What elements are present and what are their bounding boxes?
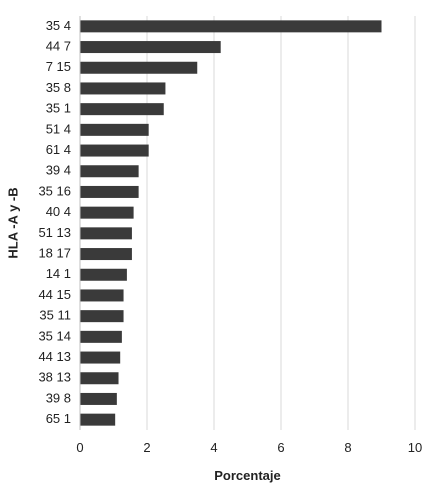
category-label: 51 13 — [38, 225, 71, 240]
category-label: 51 4 — [46, 121, 71, 136]
category-label: 38 13 — [38, 370, 71, 385]
bar — [80, 165, 139, 178]
bar — [80, 20, 382, 33]
bar — [80, 82, 166, 95]
category-label: 65 1 — [46, 411, 71, 426]
category-label: 14 1 — [46, 266, 71, 281]
x-tick-label: 10 — [408, 440, 422, 455]
bars — [80, 20, 382, 426]
bar — [80, 103, 164, 116]
category-label: 35 1 — [46, 101, 71, 116]
category-label: 44 7 — [46, 38, 71, 53]
bar — [80, 248, 132, 261]
bar — [80, 144, 149, 157]
x-tick-label: 0 — [76, 440, 83, 455]
category-label: 39 4 — [46, 163, 71, 178]
category-label: 35 16 — [38, 183, 71, 198]
bar — [80, 310, 124, 323]
bar — [80, 413, 116, 426]
category-label: 44 15 — [38, 287, 71, 302]
bar — [80, 268, 127, 281]
x-tick-label: 4 — [210, 440, 217, 455]
bar — [80, 61, 198, 74]
x-tick-label: 8 — [344, 440, 351, 455]
category-label: 7 15 — [46, 59, 71, 74]
bar — [80, 330, 122, 343]
category-label: 39 8 — [46, 390, 71, 405]
bar — [80, 206, 134, 219]
category-label: 35 4 — [46, 18, 71, 33]
x-tick-label: 2 — [143, 440, 150, 455]
bar — [80, 41, 221, 54]
category-label: 35 14 — [38, 328, 71, 343]
bar — [80, 289, 124, 302]
gridlines — [146, 16, 416, 430]
category-label: 40 4 — [46, 204, 71, 219]
category-label: 44 13 — [38, 349, 71, 364]
bar — [80, 185, 139, 198]
bar — [80, 372, 119, 385]
y-axis-title: HLA -A y -B — [5, 187, 20, 258]
category-label: 35 8 — [46, 80, 71, 95]
x-tick-labels: 0 2 4 6 8 10 — [76, 440, 422, 455]
category-label: 35 11 — [39, 308, 71, 323]
category-label: 61 4 — [46, 142, 71, 157]
x-tick-label: 6 — [277, 440, 284, 455]
x-axis-title: Porcentaje — [214, 468, 280, 483]
bar — [80, 227, 132, 240]
bar — [80, 392, 117, 405]
category-label: 18 17 — [38, 245, 71, 260]
bar — [80, 351, 121, 364]
y-tick-labels: 35 4 44 7 7 15 35 8 35 1 51 4 61 4 39 4 35 16 40 … — [38, 18, 71, 426]
bar — [80, 123, 149, 136]
